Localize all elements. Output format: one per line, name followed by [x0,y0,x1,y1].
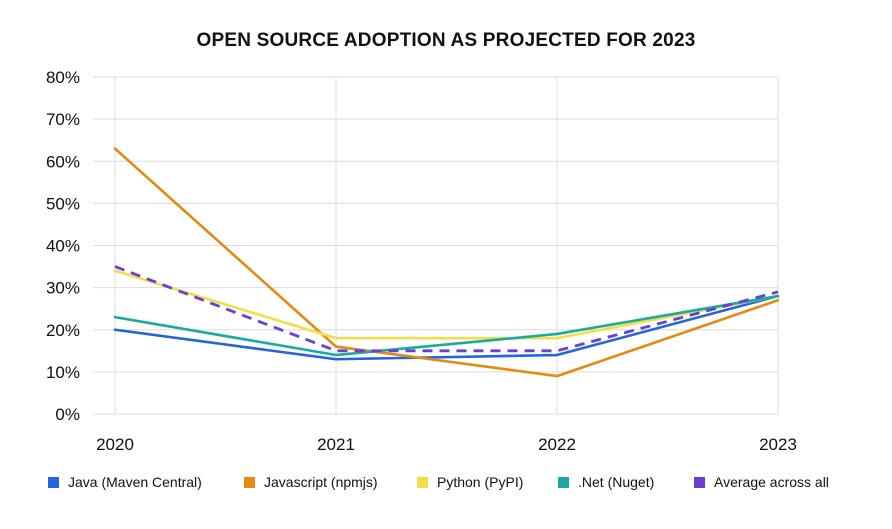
chart-title: OPEN SOURCE ADOPTION AS PROJECTED FOR 20… [196,30,696,51]
y-tick-label: 20% [46,321,80,340]
legend-label: Javascript (npmjs) [264,474,378,490]
legend-item: Average across all [694,474,829,490]
legend-item: .Net (Nuget) [558,474,654,490]
y-tick-label: 10% [46,363,80,382]
legend-swatch [694,476,705,488]
y-tick-label: 70% [46,110,80,129]
legend-item: Javascript (npmjs) [244,474,378,490]
legend-item: Java (Maven Central) [48,474,202,490]
legend-label: Python (PyPI) [437,474,524,490]
grid [93,76,779,415]
legend-item: Python (PyPI) [417,474,523,490]
x-tick-label: 2020 [96,435,134,454]
series-line-net-nuget [113,294,780,357]
x-tick-label: 2022 [538,435,576,454]
y-tick-label: 30% [46,279,80,298]
legend-swatch [48,476,59,488]
legend: Java (Maven Central) Javascript (npmjs) Py… [48,474,878,494]
legend-label: Java (Maven Central) [68,474,202,490]
x-tick-label: 2021 [317,435,355,454]
series-line-java-maven-central [113,294,780,361]
legend-swatch [417,476,428,488]
x-tick-label: 2023 [759,435,797,454]
series-line-javascript-npmjs [113,147,780,378]
series-line-average-across-all [114,265,779,353]
y-tick-label: 0% [55,405,80,424]
legend-swatch [558,476,569,488]
y-tick-label: 60% [46,152,80,171]
series-lines [113,147,780,378]
y-axis-ticks: 0% 10% 20% 30% 40% 50% 60% 70% 80% [46,68,80,424]
legend-label: .Net (Nuget) [578,474,655,490]
y-tick-label: 80% [46,68,80,87]
y-tick-label: 40% [46,237,80,256]
legend-label: Average across all [714,474,829,490]
y-tick-label: 50% [46,194,80,213]
legend-swatch [244,476,255,488]
series-line-python-pypi [113,269,780,340]
x-axis-ticks: 2020 2021 2022 2023 [96,435,797,454]
